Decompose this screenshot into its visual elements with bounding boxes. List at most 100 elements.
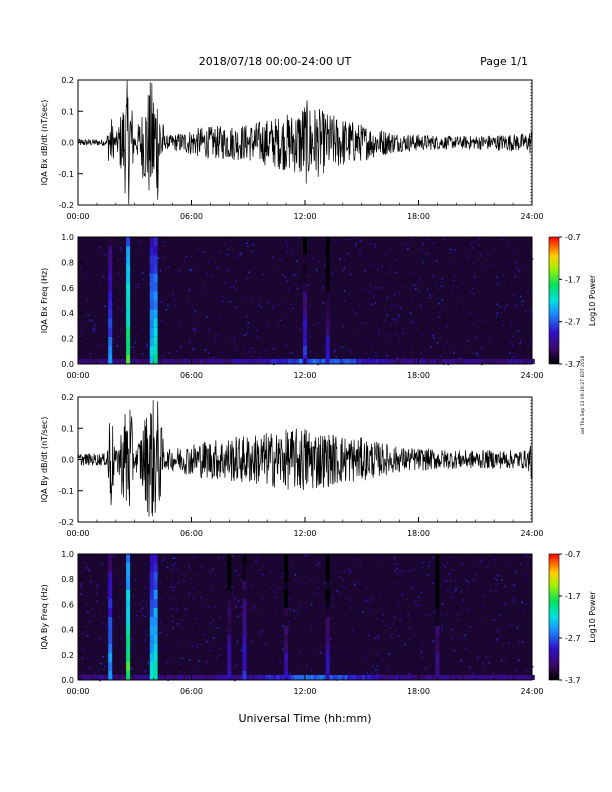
spectrogram-cell <box>148 273 151 276</box>
low-frequency-cell <box>412 358 416 364</box>
low-frequency-cell <box>412 675 416 680</box>
low-frequency-cell <box>137 675 141 680</box>
spectrogram-cell <box>140 610 142 612</box>
low-frequency-cell <box>83 358 87 364</box>
spectrogram-cell <box>467 300 469 303</box>
spectrogram-cell <box>101 563 103 565</box>
spectrogram-cell <box>420 339 422 341</box>
burst-stripe <box>153 282 158 292</box>
burst-stripe <box>108 617 113 626</box>
spectrogram-cell <box>294 617 296 620</box>
spectrogram-cell <box>526 560 528 562</box>
burst-stripe <box>325 237 330 247</box>
spectrogram-cell <box>190 269 192 272</box>
spectrogram-cell <box>352 629 354 631</box>
low-frequency-cell <box>458 358 461 364</box>
spectrogram-cell <box>353 296 355 299</box>
spectrogram-cell <box>432 334 434 337</box>
low-frequency-cell <box>489 358 493 364</box>
spectrogram-cell <box>304 577 306 579</box>
spectrogram-cell <box>138 253 141 255</box>
burst-stripe <box>126 345 131 355</box>
spectrogram-cell <box>487 337 490 340</box>
spectrogram-cell <box>145 670 147 672</box>
spectrogram-cell <box>123 258 126 260</box>
spectrogram-cell <box>180 264 183 266</box>
spectrogram-cell <box>146 252 149 254</box>
burst-stripe <box>108 554 113 563</box>
spectrogram-cell <box>102 653 104 655</box>
spectrogram-cell <box>225 629 227 631</box>
low-frequency-cell <box>486 675 490 680</box>
spectrogram-cell <box>101 302 103 305</box>
spectrogram-cell <box>507 286 509 289</box>
burst-stripe <box>108 581 113 590</box>
low-frequency-cell <box>532 358 535 364</box>
spectrogram-cell <box>80 562 82 565</box>
spectrogram-cell <box>518 659 520 661</box>
low-frequency-cell <box>461 675 464 680</box>
burst-stripe <box>126 662 131 671</box>
spectrogram-cell <box>330 605 333 608</box>
spectrogram-cell <box>147 559 150 562</box>
spectrogram-cell <box>124 315 127 317</box>
spectrogram-cell <box>365 340 367 342</box>
spectrogram-cell <box>257 283 259 285</box>
spectrogram-cell <box>415 288 417 290</box>
spectrogram-cell <box>471 322 474 325</box>
spectrogram-cell <box>388 653 391 655</box>
spectrogram-cell <box>277 325 279 327</box>
low-frequency-cell <box>299 358 303 364</box>
spectrogram-cell <box>269 270 271 272</box>
burst-stripe <box>108 354 113 364</box>
low-frequency-cell <box>449 358 453 364</box>
low-frequency-cell <box>353 675 356 680</box>
spectrogram-cell <box>468 670 470 672</box>
spectrogram-cell <box>220 598 223 601</box>
spectrogram-cell <box>512 632 514 634</box>
burst-stripe <box>303 255 307 265</box>
spectrogram-cell <box>390 305 392 308</box>
spectrogram-cell <box>94 329 96 332</box>
spectrogram-cell <box>508 346 510 348</box>
spectrogram-cell <box>160 319 162 322</box>
spectrogram-cell <box>359 561 361 564</box>
spectrogram-cell <box>274 626 277 628</box>
burst-stripe <box>153 662 158 671</box>
spectrogram-cell <box>346 608 348 611</box>
spectrogram-cell <box>508 562 511 564</box>
spectrogram-cell <box>472 639 474 641</box>
spectrogram-cell <box>248 291 251 294</box>
burst-stripe <box>325 644 330 653</box>
low-frequency-cell <box>239 675 243 680</box>
spectrogram-cell <box>270 572 272 574</box>
low-frequency-cell <box>253 358 257 364</box>
burst-stripe <box>435 662 440 671</box>
spectrogram-cell <box>380 566 382 569</box>
spectrogram-cell <box>286 280 288 283</box>
spectrogram-cell <box>395 271 397 274</box>
spectrogram-cell <box>433 337 435 339</box>
spectrogram-cell <box>221 569 224 571</box>
spectrogram-cell <box>461 586 464 588</box>
spectrogram-cell <box>486 566 489 568</box>
burst-stripe <box>149 264 154 274</box>
spectrogram-cell <box>252 243 254 246</box>
spectrogram-cell <box>189 640 191 642</box>
spectrogram-cell <box>365 288 367 290</box>
low-frequency-cell <box>239 358 243 364</box>
spectrogram-cell <box>459 357 461 360</box>
spectrogram-cell <box>367 630 370 632</box>
spectrogram-cell <box>220 672 222 674</box>
low-frequency-cell <box>92 358 95 364</box>
burst-stripe <box>108 309 113 319</box>
spectrogram-cell <box>406 242 408 244</box>
spectrogram-cell <box>289 578 291 580</box>
spectrogram-cell <box>196 624 198 626</box>
low-frequency-cell <box>503 358 507 364</box>
spectrogram-cell <box>140 322 142 324</box>
spectrogram-cell <box>116 245 119 247</box>
low-frequency-cell <box>157 358 161 364</box>
spectrogram-cell <box>521 602 523 604</box>
spectrogram-cell <box>162 241 165 243</box>
